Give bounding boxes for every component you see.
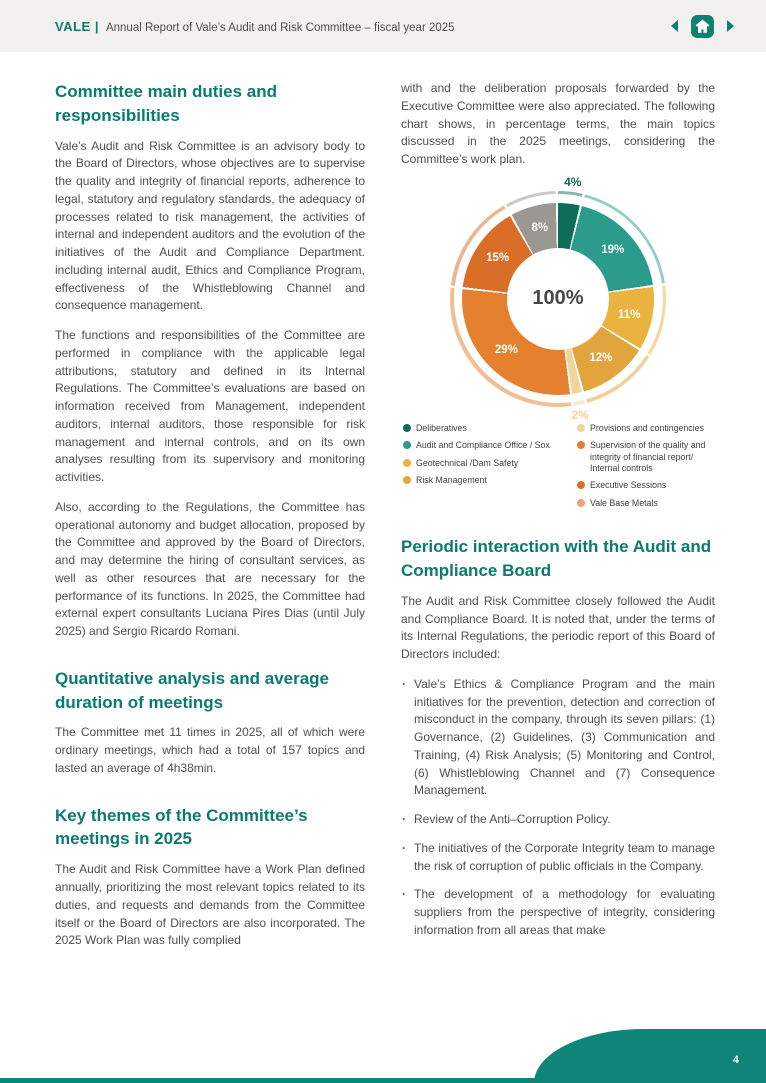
paragraph: The functions and responsibilities of th…	[55, 328, 365, 485]
paragraph: The Audit and Risk Committee closely fol…	[401, 593, 715, 662]
donut-ring: 100%	[462, 202, 654, 395]
left-column: Committee main duties and responsibiliti…	[55, 80, 365, 962]
legend-dot-icon	[577, 441, 585, 450]
paragraph: Vale’s Audit and Risk Committee is an ad…	[55, 138, 365, 313]
legend-dot-icon	[403, 458, 411, 467]
legend-label: Provisions and contingencies	[590, 422, 704, 433]
bullet-item: The development of a methodology for eva…	[401, 886, 715, 939]
slice-label: 4%	[564, 174, 582, 189]
bullet-item: Vale’s Ethics & Compliance Program and t…	[401, 676, 715, 800]
donut-center-label: 100%	[532, 287, 584, 310]
legend-column-1: Deliberatives Audit and Compliance Office…	[403, 423, 563, 510]
legend-label: Deliberatives	[416, 422, 467, 433]
section-heading-key-themes: Key themes of the Committee’s meetings i…	[55, 805, 308, 849]
slice-label: 2%	[571, 407, 589, 422]
paragraph: Also, according to the Regulations, the …	[55, 499, 365, 639]
legend-item: Audit and Compliance Office / Sox	[403, 440, 563, 451]
legend-dot-icon	[403, 476, 411, 485]
legend-column-2: Provisions and contingencies Supervision …	[577, 423, 715, 510]
paragraph: The Committee met 11 times in 2025, all …	[55, 725, 365, 775]
header-title-group: VALE | Annual Report of Vale’s Audit and…	[55, 19, 455, 34]
page-number: 4	[732, 1054, 739, 1066]
legend-label: Risk Management	[416, 475, 487, 486]
next-page-icon[interactable]	[726, 19, 736, 33]
page-content: Committee main duties and responsibiliti…	[0, 52, 766, 962]
vale-logo: VALE |	[55, 18, 99, 34]
section-heading-duties: Committee main duties and responsibiliti…	[55, 82, 277, 125]
previous-page-icon[interactable]	[669, 19, 679, 33]
paragraph: with and the deliberation proposals forw…	[401, 81, 715, 166]
legend-item: Executive Sessions	[577, 480, 715, 491]
legend-dot-icon	[577, 498, 585, 507]
legend-dot-icon	[403, 423, 411, 432]
legend-dot-icon	[577, 423, 585, 432]
legend-item: Risk Management	[403, 475, 563, 486]
topics-donut-chart: 100% 4% 19% 11% 12% 2% 29% 15% 8%	[440, 175, 676, 422]
document-title: Annual Report of Vale’s Audit and Risk C…	[105, 21, 455, 34]
legend-item: Provisions and contingencies	[577, 423, 715, 434]
paragraph: The Audit and Risk Committee have a Work…	[55, 862, 365, 948]
header-bar: VALE | Annual Report of Vale’s Audit and…	[0, 0, 766, 52]
bullet-item: Review of the Anti–Corruption Policy.	[401, 811, 715, 829]
legend-label: Audit and Compliance Office / Sox	[416, 440, 550, 451]
legend-dot-icon	[403, 441, 411, 450]
legend-label: Geotechnical /Dam Safety	[416, 457, 519, 468]
legend-dot-icon	[577, 481, 585, 490]
legend-item: Vale Base Metals	[577, 498, 715, 509]
header-nav	[669, 14, 736, 39]
legend-item: Supervision of the quality and integrity…	[577, 440, 715, 474]
legend-label: Supervision of the quality and integrity…	[590, 440, 706, 474]
section-heading-quantitative: Quantitative analysis and average durati…	[55, 668, 330, 712]
legend-item: Geotechnical /Dam Safety	[403, 458, 563, 469]
donut-hole: 100%	[507, 247, 609, 350]
home-icon[interactable]	[690, 14, 715, 39]
footer-wave-shape	[534, 1029, 766, 1083]
right-column: with and the deliberation proposals forw…	[401, 80, 715, 962]
legend-label: Vale Base Metals	[590, 497, 658, 508]
legend-item: Deliberatives	[403, 423, 563, 434]
bullet-item: The initiatives of the Corporate Integri…	[401, 840, 715, 876]
chart-legend: Deliberatives Audit and Compliance Office…	[403, 423, 715, 510]
footer-accent-line	[0, 1078, 766, 1083]
section-heading-periodic: Periodic interaction with the Audit and …	[401, 537, 712, 581]
legend-label: Executive Sessions	[590, 480, 667, 491]
